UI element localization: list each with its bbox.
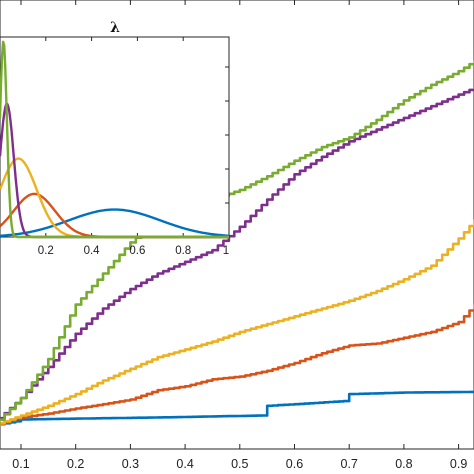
- main-series-line-1: [0, 303, 474, 427]
- inset-x-tick-label: 0.4: [84, 245, 101, 257]
- main-x-tick-label: 0.8: [395, 457, 412, 471]
- main-series-line-0: [0, 390, 474, 427]
- main-x-tick-label: 0.6: [286, 457, 303, 471]
- inset-x-tick-label: 0.6: [129, 245, 145, 257]
- main-x-tick-label: 0.1: [12, 457, 29, 471]
- inset-x-tick-label: 1: [223, 245, 229, 257]
- main-x-tick-label: 0.3: [122, 457, 139, 471]
- inset-series-group: [0, 40, 230, 239]
- inset-x-ticks: 0.2 0.4 0.6 0.8 1: [38, 37, 230, 257]
- inset-axes: λ 0.2 0.4 0.6 0.8 1: [0, 20, 230, 257]
- inset-title: λ: [110, 20, 120, 36]
- inset-x-tick-label: 0.8: [175, 245, 191, 257]
- main-x-tick-label: 0.4: [176, 457, 193, 471]
- inset-x-tick-label: 0.2: [38, 245, 54, 257]
- main-x-tick-label: 0.9: [450, 457, 467, 471]
- main-x-ticks: 0.1 0.2 0.3 0.4 0.5 0.6 0.7 0.8 0.9: [12, 0, 467, 471]
- inset-series-curve-4: [0, 40, 230, 239]
- main-series-line-3: [0, 86, 474, 425]
- main-series-line-2: [0, 218, 474, 427]
- main-series-line-4: [0, 59, 474, 427]
- main-x-tick-label: 0.7: [341, 457, 358, 471]
- inset-series-curve-0: [0, 208, 230, 237]
- main-x-tick-label: 0.5: [231, 457, 248, 471]
- main-x-tick-label: 0.2: [67, 457, 84, 471]
- main-series-group: [0, 59, 474, 427]
- inset-plot-box: [0, 36, 230, 238]
